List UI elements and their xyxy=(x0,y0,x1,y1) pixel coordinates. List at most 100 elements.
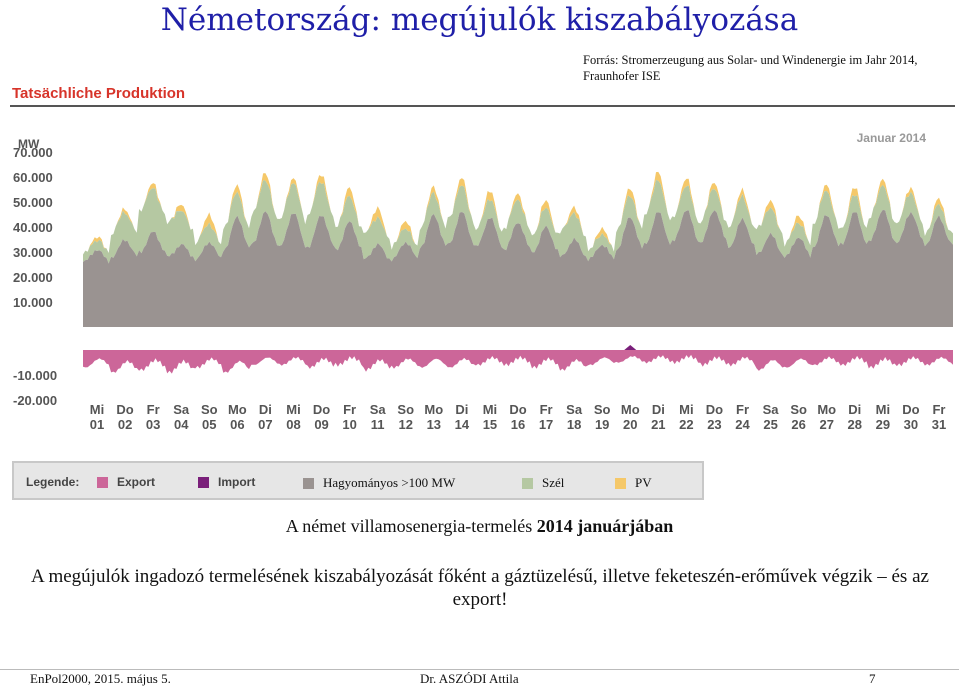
x-tick-day: 18 xyxy=(567,417,581,432)
y-tick-label: 10.000 xyxy=(13,295,53,310)
legend-label-conventional: Hagyományos >100 MW xyxy=(323,475,456,490)
x-tick-weekday: Do xyxy=(902,402,919,417)
legend-swatch-conventional xyxy=(303,477,314,489)
y-tick-label: 40.000 xyxy=(13,220,53,235)
x-tick-weekday: So xyxy=(201,402,218,417)
y-tick-label: 70.000 xyxy=(13,145,53,160)
legend-swatch-export xyxy=(97,476,108,488)
x-tick-day: 03 xyxy=(146,417,160,432)
series-export-area xyxy=(83,350,953,374)
x-tick-weekday: Fr xyxy=(343,402,356,417)
x-tick-day: 13 xyxy=(427,417,441,432)
x-tick-day: 28 xyxy=(848,417,862,432)
x-tick-weekday: So xyxy=(594,402,611,417)
slide-title: Németország: megújulók kiszabályozása xyxy=(160,2,799,38)
x-tick-day: 05 xyxy=(202,417,216,432)
x-tick-day: 31 xyxy=(932,417,946,432)
legend-label-import: Import xyxy=(218,475,256,489)
x-tick-day: 02 xyxy=(118,417,132,432)
x-tick-day: 14 xyxy=(455,417,470,432)
x-tick-day: 10 xyxy=(342,417,356,432)
y-unit-label: MW xyxy=(18,137,40,151)
x-tick-weekday: Mo xyxy=(424,402,443,417)
x-tick-day: 11 xyxy=(371,417,385,432)
x-tick-day: 30 xyxy=(904,417,918,432)
x-tick-weekday: Mi xyxy=(876,402,890,417)
y-tick-label: 30.000 xyxy=(13,245,53,260)
source-note: Forrás: Stromerzeugung aus Solar- und Wi… xyxy=(583,53,918,83)
x-tick-weekday: Di xyxy=(455,402,468,417)
body-text: A megújulók ingadozó termelésének kiszab… xyxy=(31,566,929,610)
legend-item-pv: PV xyxy=(615,475,652,491)
x-tick-weekday: Do xyxy=(509,402,526,417)
chart-caption: A német villamosenergia-termelés 2014 ja… xyxy=(0,516,959,537)
x-tick-day: 06 xyxy=(230,417,244,432)
x-tick-day: 24 xyxy=(735,417,750,432)
legend-item-wind: Szél xyxy=(522,475,564,491)
y-tick-label: 60.000 xyxy=(13,170,53,185)
period-label: Januar 2014 xyxy=(857,131,927,145)
legend-item-import: Import xyxy=(198,475,255,489)
production-chart: MW Januar 2014 70.000 60.000 50.000 40.000 30.… xyxy=(0,110,959,435)
x-tick-day: 08 xyxy=(286,417,300,432)
x-tick-weekday: So xyxy=(397,402,414,417)
x-tick-weekday: Mi xyxy=(679,402,693,417)
chart-heading: Tatsächliche Produktion xyxy=(12,85,186,102)
x-tick-day: 26 xyxy=(791,417,805,432)
series-wind-area xyxy=(83,180,953,264)
legend-item-export: Export xyxy=(97,475,155,489)
footer-page-number: 7 xyxy=(869,671,876,686)
y-tick-label: 50.000 xyxy=(13,195,53,210)
x-tick-weekday: Fr xyxy=(540,402,553,417)
x-tick-day: 04 xyxy=(174,417,189,432)
x-tick-weekday: Sa xyxy=(370,402,387,417)
legend-heading: Legende: xyxy=(26,475,80,489)
legend-swatch-wind xyxy=(522,477,533,489)
y-tick-label: -20.000 xyxy=(13,393,57,408)
y-tick-label: -10.000 xyxy=(13,368,57,383)
legend-label-wind: Szél xyxy=(542,475,565,490)
x-tick-weekday: Do xyxy=(313,402,330,417)
x-tick-weekday: Di xyxy=(848,402,861,417)
x-tick-weekday: Mi xyxy=(90,402,104,417)
legend-swatch-import xyxy=(198,476,209,488)
x-tick-day: 29 xyxy=(876,417,890,432)
x-tick-weekday: Fr xyxy=(736,402,749,417)
series-conventional-area xyxy=(83,209,953,327)
x-tick-day: 25 xyxy=(763,417,777,432)
x-tick-weekday: Fr xyxy=(147,402,160,417)
x-tick-weekday: Di xyxy=(652,402,665,417)
x-tick-weekday: Mo xyxy=(817,402,836,417)
x-tick-day: 12 xyxy=(399,417,413,432)
x-tick-day: 07 xyxy=(258,417,272,432)
x-tick-weekday: Sa xyxy=(763,402,780,417)
x-tick-day: 23 xyxy=(707,417,721,432)
legend-item-conventional: Hagyományos >100 MW xyxy=(303,475,455,491)
caption-text: A német villamosenergia-termelés xyxy=(285,516,537,536)
x-tick-weekday: Di xyxy=(259,402,272,417)
x-tick-day: 17 xyxy=(539,417,553,432)
footer-rule xyxy=(0,669,959,670)
footer-center: Dr. ASZÓDI Attila xyxy=(420,671,519,686)
legend-label-pv: PV xyxy=(635,475,652,490)
footer-left: EnPol2000, 2015. május 5. xyxy=(30,671,171,686)
x-tick-weekday: Mi xyxy=(286,402,300,417)
x-tick-weekday: Sa xyxy=(566,402,583,417)
x-tick-weekday: Do xyxy=(706,402,723,417)
caption-bold-text: 2014 januárjában xyxy=(536,516,674,536)
x-tick-day: 20 xyxy=(623,417,637,432)
x-tick-day: 21 xyxy=(651,417,665,432)
x-tick-weekday: Mo xyxy=(621,402,640,417)
x-tick-day: 09 xyxy=(314,417,328,432)
chart-legend: Legende: Export Import Hagyományos >100 … xyxy=(12,461,704,500)
x-tick-day: 15 xyxy=(483,417,497,432)
x-tick-day: 16 xyxy=(511,417,525,432)
x-tick-weekday: So xyxy=(790,402,807,417)
x-tick-weekday: Mi xyxy=(483,402,497,417)
x-tick-day: 01 xyxy=(90,417,104,432)
x-tick-weekday: Sa xyxy=(173,402,190,417)
legend-label-export: Export xyxy=(117,475,156,489)
x-tick-day: 19 xyxy=(595,417,609,432)
x-tick-day: 27 xyxy=(819,417,833,432)
legend-swatch-pv xyxy=(615,477,626,489)
